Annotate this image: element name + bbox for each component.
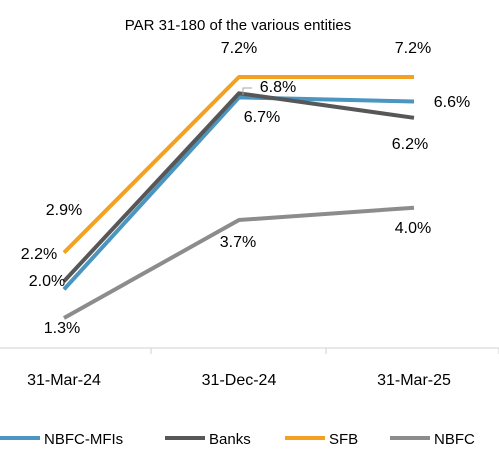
x-tick-label: 31-Mar-24 [27,372,101,389]
series-line-sfb [62,75,414,255]
legend-label: NBFC-MFIs [44,431,123,448]
legend-label: SFB [329,431,358,448]
x-tick-label: 31-Dec-24 [202,372,277,389]
data-labels: 2.0% 6.7% 6.6% 2.2% 6.8% 6.2% 2.9% 7.2% 7.2% 1.3%… [21,40,470,337]
legend-label: Banks [209,431,251,448]
legend: NBFC-MFIs Banks SFB NBFC [0,431,475,448]
x-tick-label: 31-Mar-25 [377,372,451,389]
x-axis: 31-Mar-24 31-Dec-24 31-Mar-25 [0,347,499,389]
data-label: 6.8% [260,79,296,96]
series-line-banks [62,91,415,283]
series-line-nbfc [63,205,415,320]
data-label: 6.7% [244,109,280,126]
series-line-nbfc-mfis [62,95,415,291]
legend-label: NBFC [434,431,475,448]
label-leader-line [242,87,252,95]
data-label: 3.7% [220,234,256,251]
data-label: 4.0% [395,220,431,237]
data-label: 2.0% [29,273,65,290]
data-label: 7.2% [221,40,257,57]
data-label: 1.3% [44,320,80,337]
data-label: 6.2% [392,136,428,153]
data-label: 2.2% [21,246,57,263]
plot-lines [62,75,415,320]
data-label: 2.9% [46,202,82,219]
data-label: 6.6% [434,94,470,111]
chart-title: PAR 31-180 of the various entities [125,17,352,34]
data-label: 7.2% [395,40,431,57]
